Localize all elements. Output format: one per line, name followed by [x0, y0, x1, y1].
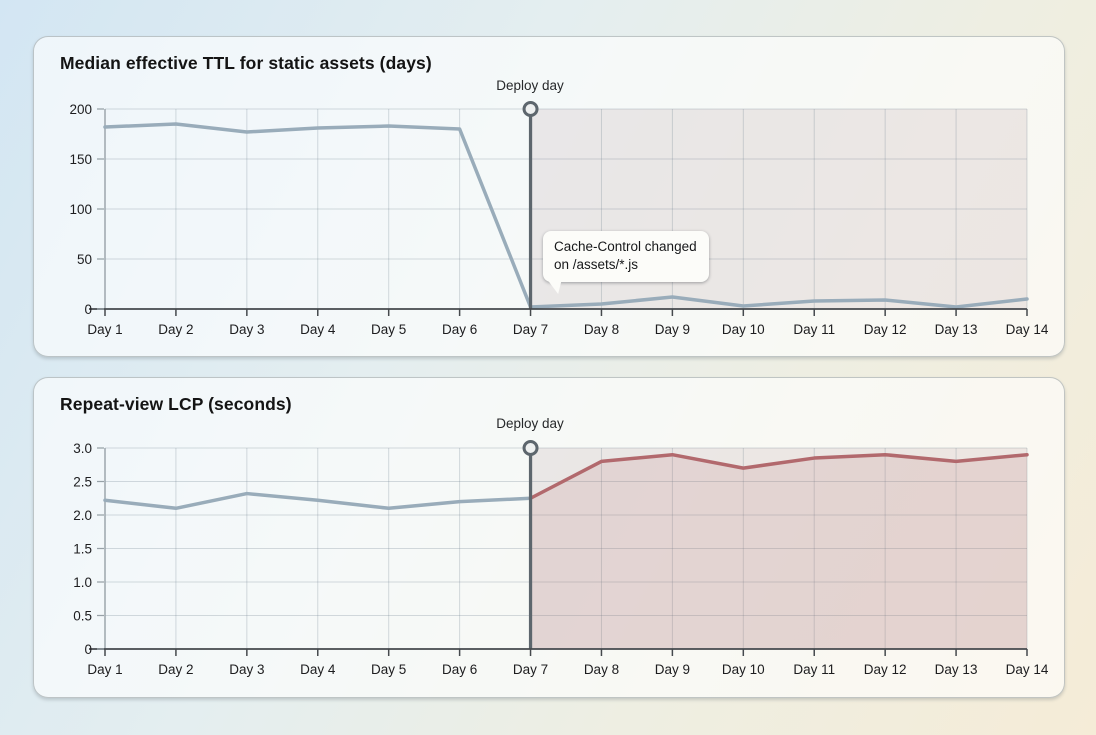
y-tick-label: 3.0 — [73, 441, 92, 456]
x-tick-label: Day 3 — [229, 662, 264, 677]
x-tick-label: Day 14 — [1006, 662, 1049, 677]
lcp-chart-title: Repeat-view LCP (seconds) — [60, 394, 292, 414]
x-tick-label: Day 4 — [300, 662, 336, 677]
x-tick-label: Day 9 — [655, 662, 690, 677]
x-tick-label: Day 7 — [513, 662, 548, 677]
x-tick-label: Day 8 — [584, 322, 619, 337]
x-tick-label: Day 12 — [864, 322, 907, 337]
ttl-chart-card: Median effective TTL for static assets (… — [33, 36, 1065, 357]
x-tick-label: Day 6 — [442, 322, 477, 337]
x-tick-label: Day 1 — [87, 322, 122, 337]
lcp-line-chart: 0 0.5 1.0 1.5 2.0 2.5 3.0 Day 1 Day 2 Day 3 Day 4 D… — [73, 440, 1049, 677]
y-tick-label: 100 — [69, 202, 92, 217]
x-tick-label: Day 3 — [229, 322, 264, 337]
deploy-day-label: Deploy day — [496, 78, 564, 93]
annotation-line1: Cache-Control changed — [554, 239, 697, 254]
x-tick-label: Day 11 — [793, 662, 835, 677]
x-tick-label: Day 2 — [158, 662, 193, 677]
y-tick-label: 0.5 — [73, 608, 92, 623]
y-tick-label: 0 — [84, 642, 92, 657]
series-line — [528, 452, 1029, 500]
after-deploy-area — [530, 454, 1027, 649]
x-tick-label: Day 5 — [371, 322, 406, 337]
deploy-day-label: Deploy day — [496, 416, 564, 431]
x-tick-label: Day 9 — [655, 322, 690, 337]
y-tick-label: 0 — [84, 302, 92, 317]
x-tick-label: Day 4 — [300, 322, 336, 337]
ttl-chart-title: Median effective TTL for static assets (… — [60, 53, 432, 73]
annotation-line2: on /assets/*.js — [554, 257, 639, 273]
deploy-day-marker — [522, 101, 539, 117]
x-tick-label: Day 8 — [584, 662, 619, 677]
y-tick-label: 50 — [77, 252, 92, 267]
x-tick-label: Day 2 — [158, 322, 193, 337]
post-deploy-shade — [530, 448, 1027, 649]
x-tick-label: Day 13 — [935, 662, 978, 677]
x-tick-label: Day 14 — [1006, 322, 1049, 337]
y-tick-label: 1.0 — [73, 575, 92, 590]
lcp-chart-card: Repeat-view LCP (seconds) Deploy day 0 0.… — [33, 377, 1065, 698]
y-tick-label: 2.0 — [73, 508, 92, 523]
x-tick-label: Day 11 — [793, 322, 835, 337]
series-line — [103, 491, 533, 511]
x-tick-label: Day 5 — [371, 662, 406, 677]
y-tick-label: 1.5 — [73, 541, 92, 556]
y-tick-label: 200 — [69, 102, 92, 117]
x-tick-label: Day 12 — [864, 662, 907, 677]
annotation-callout: Cache-Control changed on /assets/*.js — [543, 231, 709, 283]
x-tick-label: Day 1 — [87, 662, 122, 677]
deploy-day-marker — [522, 440, 539, 456]
x-tick-label: Day 13 — [935, 322, 978, 337]
y-tick-label: 150 — [69, 152, 92, 167]
x-tick-label: Day 6 — [442, 662, 477, 677]
y-tick-label: 2.5 — [73, 474, 92, 489]
x-tick-label: Day 10 — [722, 322, 765, 337]
x-tick-label: Day 7 — [513, 322, 548, 337]
x-tick-label: Day 10 — [722, 662, 765, 677]
series-line — [103, 122, 1029, 309]
